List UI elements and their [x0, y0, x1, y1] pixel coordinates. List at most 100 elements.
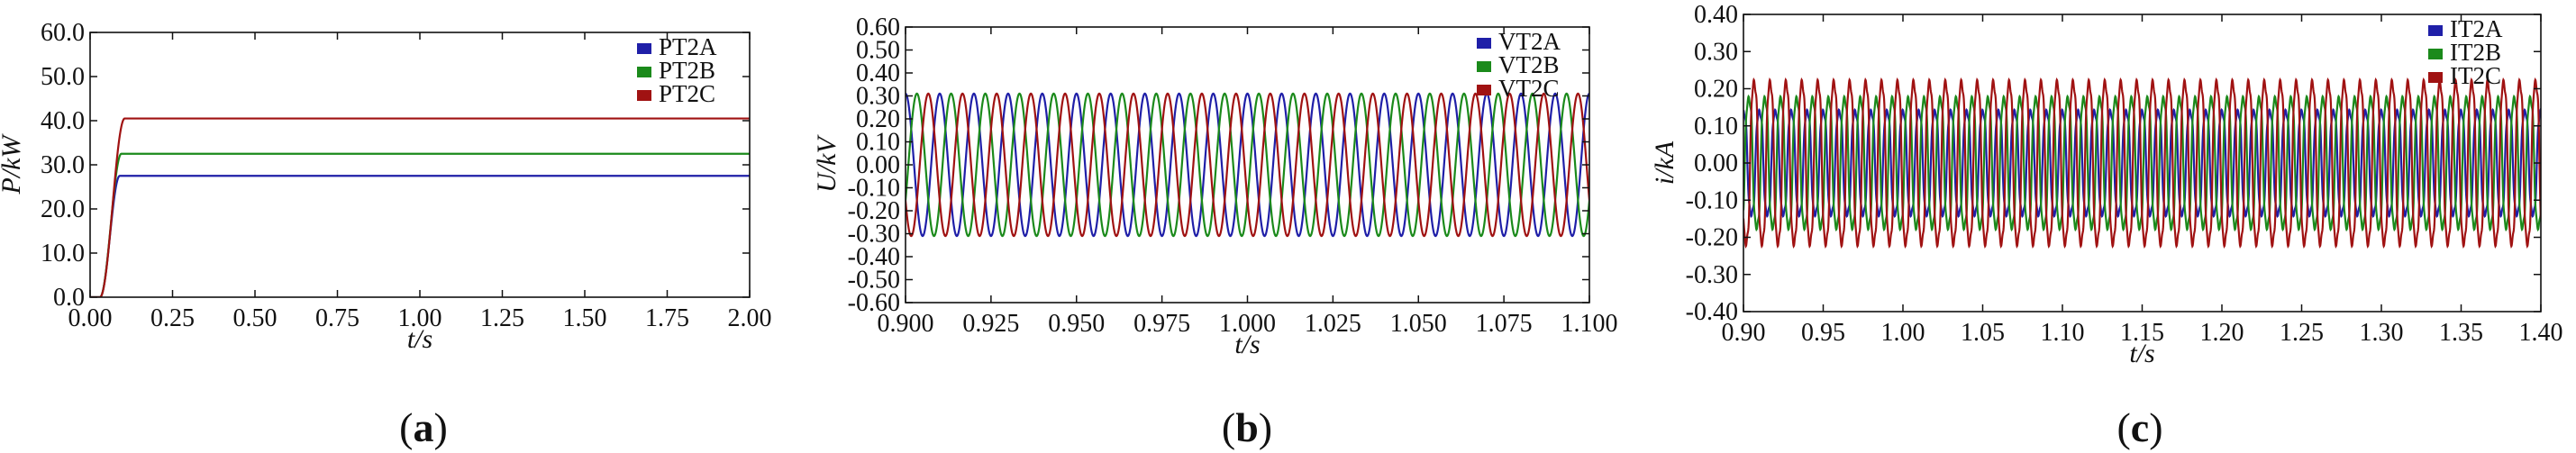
y-tick-label: 0.00	[1694, 149, 1738, 177]
y-tick-label: 0.20	[1694, 76, 1738, 104]
caption-c: (c)	[2116, 404, 2162, 450]
y-tick-label: 0.40	[856, 59, 900, 87]
x-tick-label: 1.100	[1561, 310, 1618, 338]
x-tick-label: 0.90	[1722, 319, 1766, 347]
x-tick-label: 1.075	[1476, 310, 1533, 338]
series-group	[90, 117, 750, 297]
y-axis-label: U/kV	[812, 134, 842, 193]
y-tick-label: 0.10	[856, 129, 900, 157]
legend-label-vt2b: VT2B	[1498, 51, 1560, 78]
x-tick-label: 0.75	[315, 304, 360, 332]
x-tick-label: 0.95	[1801, 319, 1845, 347]
x-axis-label: t/s	[1234, 330, 1260, 359]
plot-frame	[1743, 14, 2542, 313]
x-tick-label: 1.25	[2280, 319, 2324, 347]
y-tick-label: -0.60	[848, 289, 900, 317]
y-tick-label: -0.10	[848, 175, 900, 203]
x-tick-label: 0.00	[68, 304, 113, 332]
legend-swatch-it2c	[2428, 72, 2443, 83]
legend-label-pt2b: PT2B	[659, 57, 715, 84]
series-line-vt2b	[906, 92, 1589, 238]
x-tick-label: 1.00	[1881, 319, 1925, 347]
x-tick-label: 1.30	[2360, 319, 2404, 347]
x-tick-label: 1.10	[2041, 319, 2085, 347]
series-group	[1743, 77, 2541, 249]
x-tick-label: 1.75	[645, 304, 689, 332]
x-tick-label: 1.15	[2120, 319, 2164, 347]
chart-a: 0.00 0.25 0.50 0.75 1.00 1.25 1.50 1.75 2.00 0.0 1…	[0, 19, 772, 450]
y-tick-label: 50.0	[41, 63, 85, 91]
series-line-pt2c	[90, 117, 750, 297]
y-tick-label: 30.0	[41, 151, 85, 179]
legend-label-pt2a: PT2A	[659, 33, 717, 60]
chart-b: 0.900 0.925 0.950 0.975 1.000 1.025 1.050 1.075…	[812, 14, 1618, 450]
x-tick-label: 0.900	[878, 310, 934, 338]
y-tick-label: 0.0	[53, 284, 85, 312]
legend-label-it2a: IT2A	[2450, 15, 2503, 42]
x-tick-label: 1.000	[1219, 310, 1276, 338]
y-tick-label: 10.0	[41, 240, 85, 267]
x-tick-label: 1.050	[1390, 310, 1447, 338]
y-tick-label: 0.20	[856, 105, 900, 133]
x-tick-label: 1.50	[563, 304, 607, 332]
y-tick-label: -0.40	[848, 243, 900, 271]
y-tick-label: 0.60	[856, 14, 900, 41]
chart-c: 0.90 0.95 1.00 1.05 1.10 1.15 1.20 1.25 1.30 1.35…	[1650, 1, 2563, 450]
x-tick-label: 1.05	[1961, 319, 2005, 347]
legend-swatch-pt2b	[637, 67, 651, 77]
x-tick-label: 0.950	[1048, 310, 1105, 338]
caption-b: (b)	[1222, 404, 1272, 450]
x-axis-label: t/s	[407, 324, 432, 354]
y-tick-label: 0.30	[1694, 38, 1738, 66]
y-tick-label: 0.10	[1694, 113, 1738, 140]
y-tick-label: 0.00	[856, 151, 900, 179]
x-tick-label: 2.00	[728, 304, 772, 332]
y-tick-label: -0.30	[848, 221, 900, 249]
series-line-vt2c	[906, 92, 1589, 238]
y-tick-label: -0.20	[848, 197, 900, 225]
x-tick-label: 1.025	[1305, 310, 1361, 338]
legend-swatch-vt2a	[1477, 38, 1491, 49]
x-tick-label: 0.925	[962, 310, 1019, 338]
x-tick-label: 0.975	[1133, 310, 1190, 338]
x-tick-label: 1.40	[2519, 319, 2563, 347]
legend-swatch-vt2b	[1477, 61, 1491, 72]
legend-swatch-pt2c	[637, 90, 651, 101]
y-tick-label: -0.50	[848, 267, 900, 294]
y-tick-label: 40.0	[41, 107, 85, 135]
legend-swatch-it2b	[2428, 49, 2443, 59]
y-tick-label: 20.0	[41, 195, 85, 223]
series-group	[906, 92, 1589, 238]
y-tick-label: -0.10	[1686, 186, 1738, 214]
series-line-pt2b	[90, 152, 750, 297]
legend-label-it2b: IT2B	[2450, 39, 2501, 66]
legend-swatch-pt2a	[637, 43, 651, 54]
x-tick-label: 1.25	[480, 304, 524, 332]
legend-swatch-it2a	[2428, 25, 2443, 36]
y-tick-label: 0.30	[856, 83, 900, 111]
caption-a: (a)	[399, 404, 448, 450]
y-tick-label: -0.40	[1686, 298, 1738, 326]
legend-label-pt2c: PT2C	[659, 80, 715, 107]
series-line-pt2a	[90, 175, 750, 297]
x-axis-label: t/s	[2129, 339, 2154, 368]
x-tick-label: 1.35	[2439, 319, 2483, 347]
legend-label-it2c: IT2C	[2450, 62, 2501, 89]
y-tick-label: 0.40	[1694, 1, 1738, 29]
y-axis-label: P/kW	[0, 133, 26, 195]
legend-swatch-vt2c	[1477, 85, 1491, 95]
x-tick-label: 0.25	[150, 304, 195, 332]
y-tick-label: -0.30	[1686, 261, 1738, 289]
series-line-it2c	[1743, 77, 2541, 249]
y-tick-label: 60.0	[41, 19, 85, 47]
x-tick-label: 1.00	[398, 304, 442, 332]
x-tick-label: 0.50	[233, 304, 278, 332]
y-axis-label: i/kA	[1650, 140, 1679, 185]
x-tick-label: 1.20	[2200, 319, 2244, 347]
legend-label-vt2a: VT2A	[1498, 28, 1561, 55]
legend-label-vt2c: VT2C	[1498, 75, 1560, 102]
